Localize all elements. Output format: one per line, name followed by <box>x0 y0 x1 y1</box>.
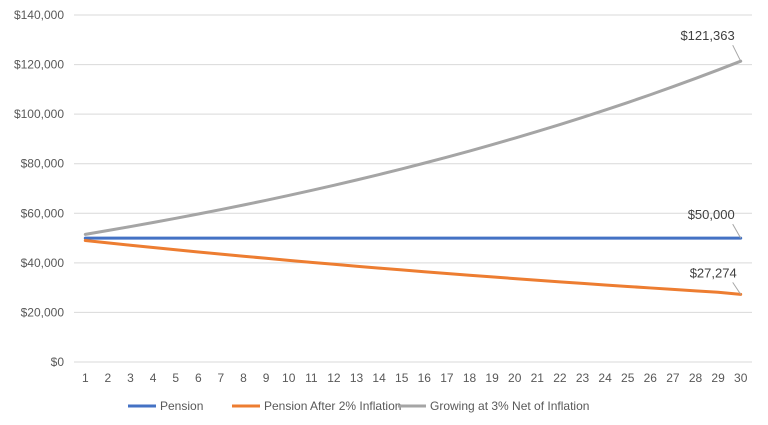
y-tick-label: $40,000 <box>21 256 65 270</box>
x-tick-label: 13 <box>350 371 364 385</box>
x-tick-label: 20 <box>508 371 522 385</box>
x-tick-label: 26 <box>644 371 658 385</box>
x-tick-label: 2 <box>105 371 112 385</box>
axes: $0 $20,000 $40,000 $60,000 $80,000 $100,000 $1… <box>14 8 752 385</box>
x-tick-label: 19 <box>485 371 499 385</box>
x-tick-label: 21 <box>531 371 545 385</box>
y-tick-label: $60,000 <box>21 206 65 220</box>
data-label: $27,274 <box>690 265 737 280</box>
data-label: $121,363 <box>680 28 734 43</box>
y-tick-label: $120,000 <box>14 58 64 72</box>
x-tick-label: 12 <box>327 371 341 385</box>
gridlines <box>74 14 752 313</box>
x-tick-label: 25 <box>621 371 635 385</box>
x-tick-label: 5 <box>172 371 179 385</box>
x-tick-label: 28 <box>689 371 703 385</box>
legend-label: Pension After 2% Inflation <box>264 399 401 413</box>
x-tick-label: 30 <box>734 371 748 385</box>
x-tick-label: 18 <box>463 371 477 385</box>
data-label-leader <box>732 44 742 62</box>
x-tick-label: 27 <box>666 371 680 385</box>
x-tick-label: 29 <box>711 371 725 385</box>
x-tick-label: 10 <box>282 371 296 385</box>
data-label: $50,000 <box>688 207 735 222</box>
x-tick-label: 23 <box>576 371 590 385</box>
y-tick-label: $100,000 <box>14 107 64 121</box>
x-tick-label: 14 <box>372 371 386 385</box>
x-tick-label: 11 <box>305 371 318 385</box>
y-tick-label: $0 <box>51 355 65 369</box>
x-tick-label: 4 <box>150 371 157 385</box>
series-line-2 <box>83 59 743 236</box>
x-tick-label: 22 <box>553 371 567 385</box>
series-line-1 <box>83 239 743 296</box>
y-tick-label: $80,000 <box>21 157 65 171</box>
legend-label: Pension <box>160 399 203 413</box>
x-tick-label: 3 <box>127 371 134 385</box>
x-tick-label: 7 <box>218 371 225 385</box>
legend-label: Growing at 3% Net of Inflation <box>430 399 589 413</box>
x-tick-label: 6 <box>195 371 202 385</box>
series-lines <box>83 59 743 296</box>
x-tick-label: 8 <box>240 371 247 385</box>
x-tick-label: 9 <box>263 371 270 385</box>
x-tick-label: 1 <box>82 371 89 385</box>
x-tick-label: 24 <box>598 371 612 385</box>
x-tick-label: 15 <box>395 371 409 385</box>
data-label-leader <box>732 282 742 295</box>
y-tick-label: $140,000 <box>14 8 64 22</box>
data-label-leader <box>732 223 742 239</box>
x-tick-label: 16 <box>418 371 432 385</box>
data-labels: $50,000 $27,274 $121,363 <box>680 28 742 295</box>
x-tick-label: 17 <box>440 371 454 385</box>
legend: Pension Pension After 2% Inflation Growing… <box>128 399 589 413</box>
y-tick-label: $20,000 <box>21 305 65 319</box>
